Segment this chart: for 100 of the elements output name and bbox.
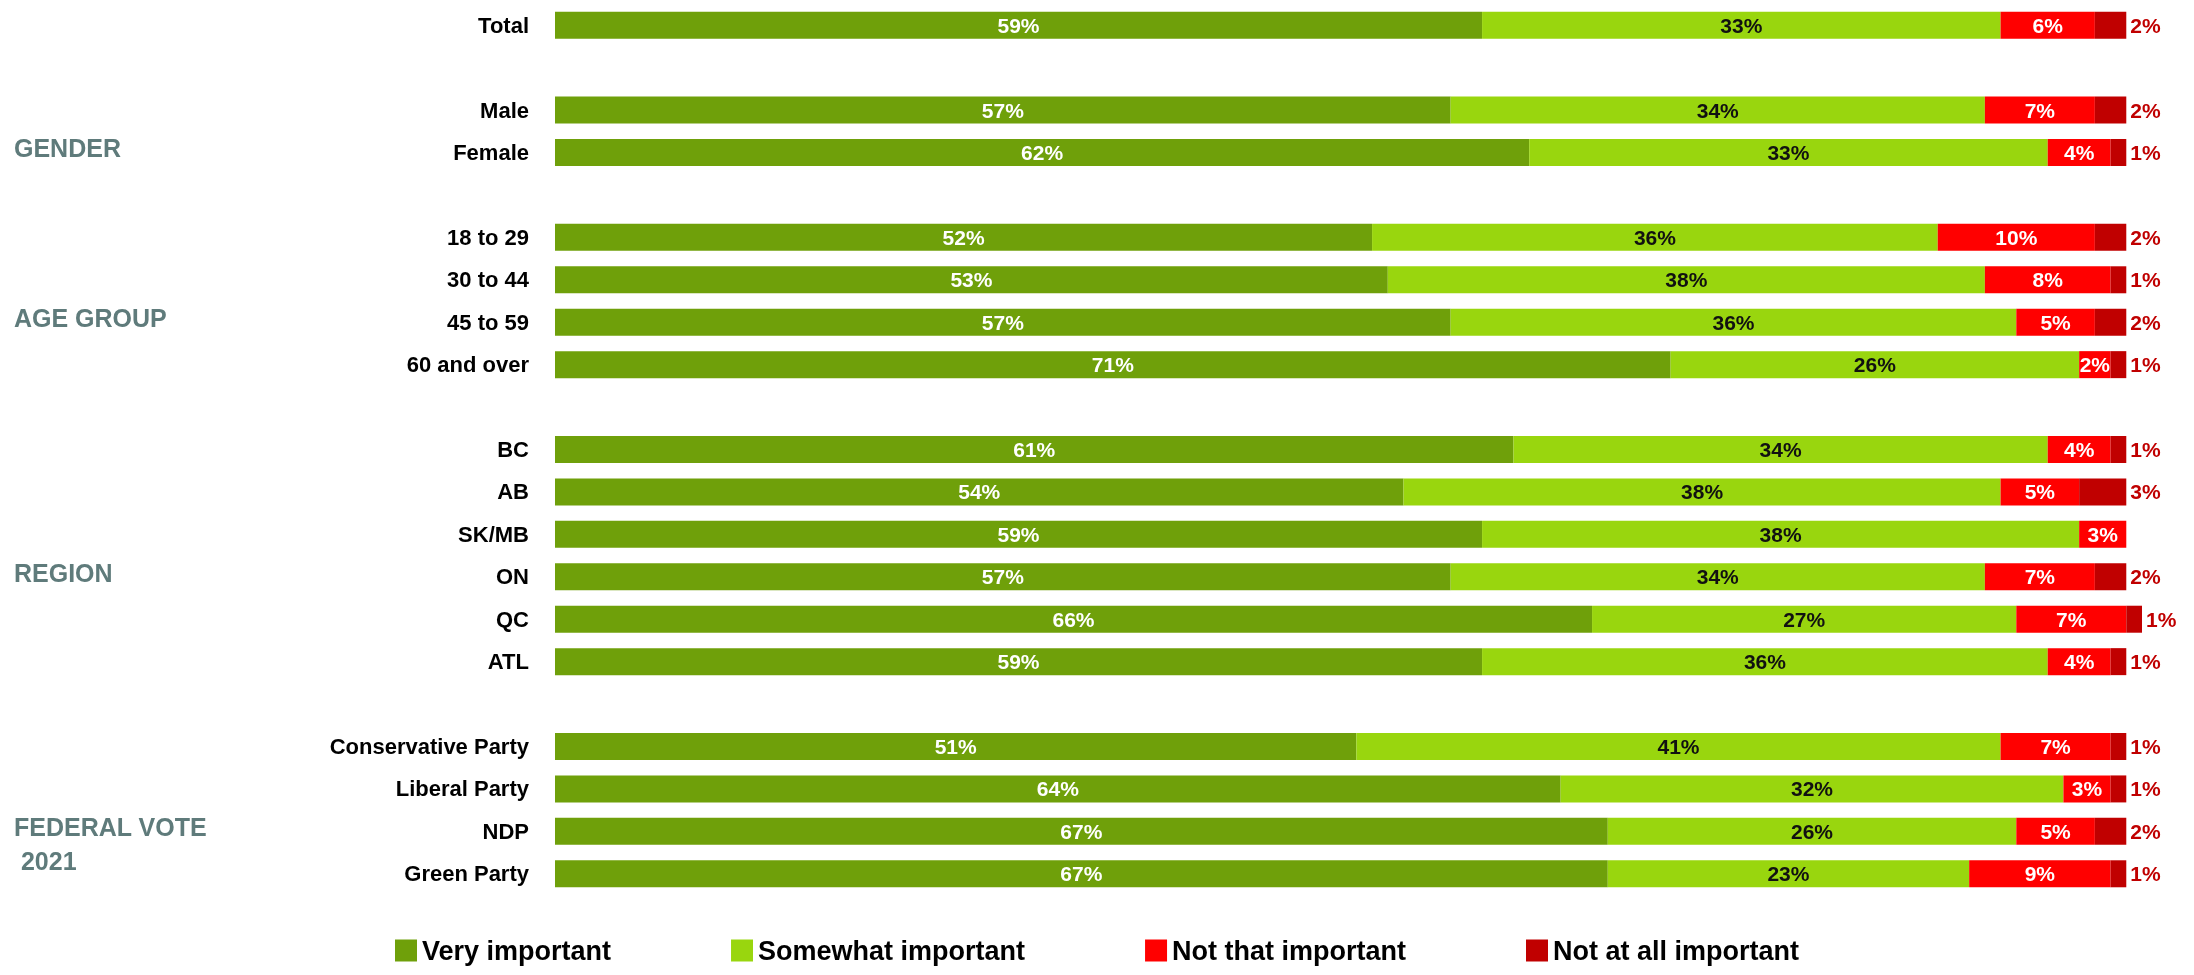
bar [1969,860,2111,888]
data-label: 34% [1696,565,1740,589]
data-label: 59% [997,650,1040,674]
bar [2016,605,2127,633]
y-tick-label: NDP [482,818,529,844]
data-label: 41% [1657,735,1700,758]
data-label: 7% [2040,735,2072,758]
bar [1984,96,2095,124]
data-label: 36% [1743,650,1787,674]
y-tick-label: ON [496,564,529,590]
data-label: 64% [1036,777,1080,801]
bar [2110,648,2127,676]
data-label: 2% [2130,819,2161,843]
bar [1937,223,2095,251]
bar [555,223,1373,251]
legend-label: Not at all important [1553,935,1800,966]
data-label: 2% [2130,310,2161,334]
bar [1560,775,2064,803]
bar [2094,563,2127,591]
data-label: 34% [1696,98,1740,122]
bar [2110,775,2127,803]
data-label: 66% [1052,607,1095,631]
bar [1984,563,2095,591]
data-label: 7% [2024,565,2056,589]
data-label: 61% [1013,438,1056,461]
bar [2094,308,2127,336]
bar [555,563,1451,591]
data-label: 9% [2024,862,2056,886]
bar [1984,266,2111,294]
data-label: 62% [1021,141,1064,164]
legend-label: Not that important [1172,935,1407,966]
legend-label: Somewhat important [758,935,1026,966]
data-label: 27% [1783,607,1826,631]
data-label: 33% [1767,141,1810,164]
data-label: 7% [2024,98,2056,122]
bar [2000,733,2111,760]
data-label: 67% [1060,862,1103,886]
bar [555,351,1671,379]
data-label: 10% [1995,225,2038,249]
text: REGION [14,558,113,587]
bar [1482,648,2048,676]
bar [555,436,1514,463]
bar [2094,223,2127,251]
bar [1450,96,1985,124]
data-label: 38% [1681,480,1724,504]
data-label: 1% [2146,607,2177,631]
data-label: 6% [2032,13,2064,37]
bar [555,139,1530,166]
y-tick-label: BC [497,437,530,462]
data-label: 26% [1791,819,1834,843]
bar [555,648,1483,676]
bar [1670,351,2080,379]
bar [1450,563,1985,591]
y-tick-label: AB [497,479,529,505]
data-label: 26% [1853,353,1897,377]
data-label: 7% [2056,607,2087,631]
bar [555,520,1483,548]
data-label: 57% [981,310,1025,334]
data-label: 38% [1665,268,1708,292]
bar [2110,733,2127,760]
bar [555,308,1451,336]
bar [555,860,1608,888]
bar [1450,308,2017,336]
data-label: 1% [2130,862,2161,886]
bar [2110,139,2127,166]
bar [2094,11,2127,39]
y-tick-label: ATL [487,649,529,675]
bar [1482,520,2080,548]
y-tick-label: Male [480,97,529,123]
bar [1387,266,1985,294]
data-label: 59% [997,13,1040,37]
bar [1607,860,1970,888]
data-label: 1% [2130,268,2161,292]
data-label: 5% [2040,310,2072,334]
data-label: 2% [2130,13,2161,37]
data-label: 4% [2063,650,2095,674]
bar [555,96,1451,124]
bar [2126,605,2142,633]
data-label: 1% [2130,777,2161,801]
bar [2094,817,2127,845]
data-label: 32% [1791,777,1834,801]
bar [2079,478,2127,506]
data-label: 2% [2079,353,2111,377]
text: GENDER [14,134,121,163]
data-label: 36% [1633,225,1677,249]
bar [555,817,1608,845]
data-label: 8% [2032,268,2064,292]
data-label: 67% [1060,819,1103,843]
y-tick-label: QC [496,606,530,632]
y-tick-label: SK/MB [458,521,529,547]
y-tick-label: 18 to 29 [447,224,529,250]
bar [2110,351,2127,379]
data-label: 53% [950,268,993,292]
bar [1513,436,2048,463]
y-tick-label: 45 to 59 [447,309,529,335]
y-tick-label: 60 and over [406,352,530,378]
data-label: 1% [2130,353,2161,377]
data-label: 2% [2130,98,2161,122]
data-label: 23% [1767,862,1810,886]
data-label: 1% [2130,735,2161,758]
